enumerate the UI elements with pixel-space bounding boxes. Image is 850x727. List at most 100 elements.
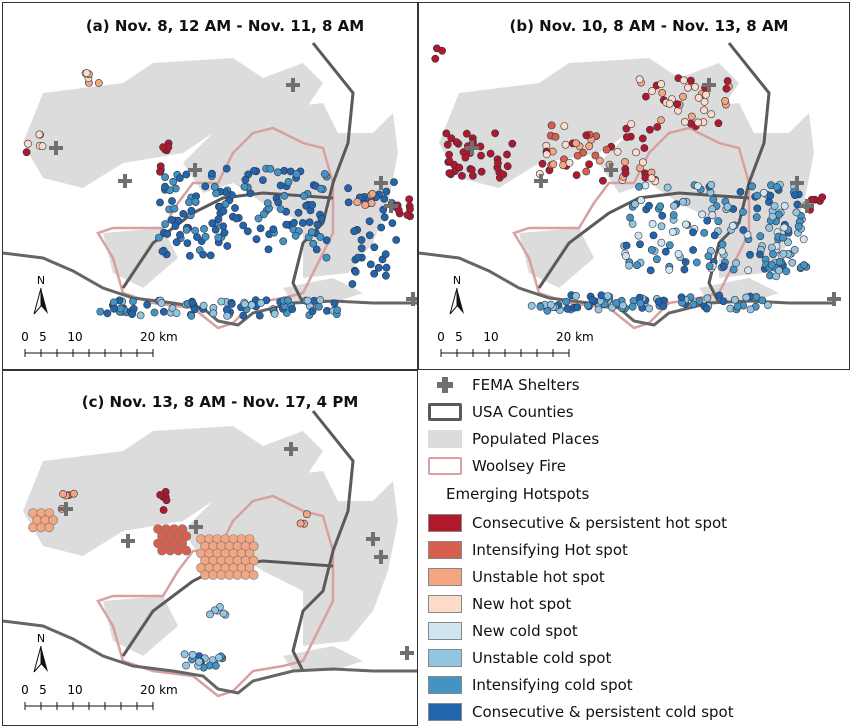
hotspot-bin xyxy=(219,609,228,618)
legend-label: Populated Places xyxy=(472,430,600,448)
hotspot-bin xyxy=(573,303,582,312)
hotspot-bin xyxy=(648,219,657,228)
hotspot-bin xyxy=(637,196,645,205)
hotspot-bin xyxy=(621,252,630,260)
populated-place-area xyxy=(183,103,398,278)
hotspot-bin xyxy=(646,266,655,275)
hotspot-bin xyxy=(161,220,169,228)
hotspot-bin xyxy=(681,258,690,266)
hotspot-bin xyxy=(689,300,698,309)
hotspot-bin xyxy=(730,295,739,304)
hotspot-bin xyxy=(657,116,665,124)
hotspot-bin xyxy=(641,92,650,101)
legend-item-hotspot-category: Unstable cold spot xyxy=(428,647,611,669)
hotspot-bin xyxy=(691,83,699,91)
hotspot-bin xyxy=(694,93,703,102)
hotspot-bin xyxy=(227,300,236,308)
hotspot-bin xyxy=(165,545,175,556)
hotspot-bin xyxy=(595,156,604,165)
hotspot-bin xyxy=(572,171,581,179)
hotspot-bin xyxy=(394,206,403,215)
hotspot-bin xyxy=(380,194,389,203)
hotspot-bin xyxy=(703,294,712,303)
hotspot-bin xyxy=(241,175,250,184)
fema-shelter-icon xyxy=(790,176,804,190)
legend-item-hotspot-category: New cold spot xyxy=(428,620,578,642)
populated-place-area xyxy=(283,646,363,671)
hotspot-bin xyxy=(693,182,702,190)
north-arrow-label: N xyxy=(37,274,45,287)
north-arrow-icon xyxy=(33,287,48,315)
hotspot-bin xyxy=(703,216,712,225)
hotspot-bin xyxy=(756,232,765,241)
hotspot-bin xyxy=(219,207,228,215)
hotspot-bin xyxy=(641,181,650,190)
plus-icon xyxy=(428,376,462,394)
hotspot-bin xyxy=(264,245,273,254)
hotspot-bin xyxy=(392,236,401,244)
hotspot-bin xyxy=(193,233,201,241)
fema-shelter-icon xyxy=(121,534,135,548)
hotspot-bin xyxy=(294,208,303,217)
hotspot-bin xyxy=(648,87,656,95)
hotspot-bin xyxy=(269,225,278,234)
hotspot-bin xyxy=(794,222,803,231)
hotspot-bin xyxy=(680,118,689,126)
hotspot-bin xyxy=(594,305,603,314)
hotspot-bin xyxy=(365,231,374,240)
hotspot-bin xyxy=(705,262,714,271)
hotspot-bin xyxy=(173,545,184,556)
legend-label: Intensifying cold spot xyxy=(472,676,633,694)
hotspot-bin xyxy=(767,260,776,269)
hotspot-bin xyxy=(374,263,383,272)
hotspot-bin xyxy=(585,142,594,151)
hotspot-bin xyxy=(494,159,502,168)
fema-shelter-icon xyxy=(188,163,202,177)
hotspot-bin xyxy=(721,97,729,105)
hotspot-bin xyxy=(302,510,311,519)
fema-shelter-icon xyxy=(702,78,716,92)
hotspot-bin xyxy=(381,271,390,280)
fema-shelter-icon xyxy=(800,199,814,213)
legend-label: USA Counties xyxy=(472,403,574,421)
color-swatch xyxy=(428,568,462,586)
fema-shelter-icon xyxy=(374,550,388,564)
hotspot-bin xyxy=(255,311,264,320)
hotspot-bin xyxy=(103,309,112,318)
hotspot-bin xyxy=(561,140,570,149)
hotspot-bin xyxy=(700,97,709,106)
hotspot-bin xyxy=(35,130,44,139)
hotspot-bin xyxy=(770,202,779,210)
hotspot-bin xyxy=(636,299,645,308)
hotspot-bin xyxy=(780,201,789,210)
hotspot-bin xyxy=(746,305,755,314)
hotspot-bin xyxy=(303,296,312,305)
north-arrow-right xyxy=(41,288,48,314)
county-boundary-line xyxy=(537,191,750,289)
hotspot-bin xyxy=(258,176,267,184)
hotspot-bin xyxy=(766,191,775,200)
hotspot-bin xyxy=(633,261,641,270)
hotspot-bin xyxy=(709,195,718,204)
color-swatch xyxy=(428,649,462,667)
scale-bar-label: 20 km xyxy=(556,330,594,344)
hotspot-bin xyxy=(562,297,571,306)
hotspot-bin xyxy=(191,197,200,206)
hotspot-bin xyxy=(348,280,357,288)
hotspot-bin xyxy=(652,255,661,264)
hotspot-bin xyxy=(159,307,168,316)
hotspot-bin xyxy=(549,160,558,169)
map-panel-a: N 0 5 10 20 km (a) Nov. 8, 12 AM - Nov. 11, … xyxy=(2,2,418,370)
legend-label: Consecutive & persistent cold spot xyxy=(472,703,734,721)
hotspot-bin xyxy=(239,311,248,320)
hotspot-bin xyxy=(782,267,791,276)
populated-place-area xyxy=(23,58,323,188)
hotspot-bin xyxy=(658,211,667,220)
hotspot-bin xyxy=(357,244,366,253)
hotspot-bin xyxy=(784,238,792,247)
hotspot-bin xyxy=(280,166,289,175)
hotspot-bin xyxy=(768,212,777,221)
hotspot-bin xyxy=(216,570,227,580)
hotspot-bin xyxy=(628,302,637,311)
panel-title-b: (b) Nov. 10, 8 AM - Nov. 13, 8 AM xyxy=(509,17,789,35)
